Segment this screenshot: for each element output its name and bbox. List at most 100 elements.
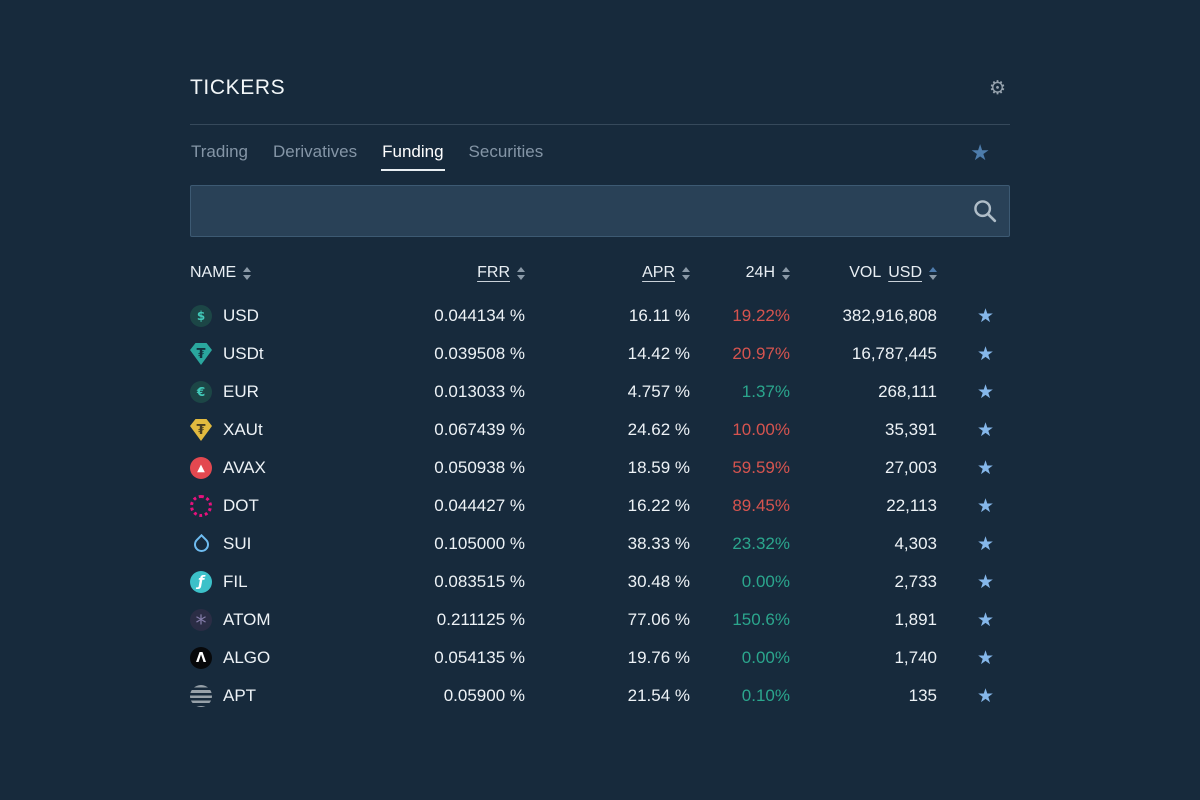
table-row[interactable]: Λ ALGO 0.054135 % 19.76 % 0.00% 1,740 ★ (190, 639, 1010, 677)
dot-coin-icon (190, 495, 212, 517)
usdt-coin-icon: ₮ (190, 343, 212, 365)
table-row[interactable]: ₮ XAUt 0.067439 % 24.62 % 10.00% 35,391 ★ (190, 411, 1010, 449)
currency-cell: Λ ALGO (190, 647, 345, 669)
apr-value: 18.59 % (627, 458, 690, 477)
apr-value: 38.33 % (627, 534, 690, 553)
currency-cell: ▲ AVAX (190, 457, 345, 479)
favorite-star-icon[interactable]: ★ (976, 570, 994, 593)
currency-cell: SUI (190, 533, 345, 555)
currency-label: USD (223, 306, 259, 325)
sort-arrows-icon (682, 266, 690, 280)
search-input[interactable] (190, 185, 1010, 237)
column-label: 24H (745, 264, 775, 281)
frr-value: 0.083515 % (434, 572, 525, 591)
column-label: NAME (190, 264, 237, 281)
change-24h-value: 19.22% (732, 306, 790, 325)
change-24h-value: 10.00% (732, 420, 790, 439)
frr-value: 0.013033 % (434, 382, 525, 401)
currency-cell: ₮ XAUt (190, 419, 345, 441)
favorite-star-icon[interactable]: ★ (976, 684, 994, 707)
currency-label: XAUt (223, 420, 263, 439)
currency-label: FIL (223, 572, 248, 591)
tab-funding[interactable]: Funding (381, 140, 445, 171)
favorite-star-icon[interactable]: ★ (976, 494, 994, 517)
table-row[interactable]: ₮ USDt 0.039508 % 14.42 % 20.97% 16,787,445 ★ (190, 335, 1010, 373)
favorite-star-icon[interactable]: ★ (976, 532, 994, 555)
tab-securities[interactable]: Securities (468, 142, 544, 161)
avax-coin-icon: ▲ (190, 457, 212, 479)
tickers-panel: TICKERS ⚙ Trading Derivatives Funding Se… (190, 0, 1010, 715)
search-magnifier-icon[interactable] (971, 197, 999, 230)
apt-coin-icon (190, 685, 212, 707)
currency-cell: APT (190, 685, 345, 707)
column-header-apr[interactable]: APR (642, 264, 690, 282)
eur-coin-icon: € (190, 381, 212, 403)
column-header-frr[interactable]: FRR (477, 264, 525, 282)
volume-usd-value: 268,111 (878, 382, 937, 401)
sort-arrows-icon (782, 266, 790, 280)
volume-usd-value: 22,113 (886, 496, 937, 515)
change-24h-value: 0.00% (741, 648, 790, 667)
table-body: $ USD 0.044134 % 16.11 % 19.22% 382,916,808 ★ ₮… (190, 297, 1010, 715)
currency-cell: € EUR (190, 381, 345, 403)
apr-value: 21.54 % (627, 686, 690, 705)
fil-coin-icon: ƒ (190, 571, 212, 593)
currency-cell: ₮ USDt (190, 343, 345, 365)
frr-value: 0.05900 % (443, 686, 525, 705)
table-row[interactable]: € EUR 0.013033 % 4.757 % 1.37% 268,111 ★ (190, 373, 1010, 411)
table-row[interactable]: * ATOM 0.211125 % 77.06 % 150.6% 1,891 ★ (190, 601, 1010, 639)
search-bar (190, 185, 1010, 237)
apr-value: 77.06 % (627, 610, 690, 629)
currency-label: APT (223, 686, 257, 705)
column-label-prefix: VOL (849, 264, 882, 281)
currency-label: SUI (223, 534, 252, 553)
favorite-star-icon[interactable]: ★ (976, 608, 994, 631)
tabs-bar: Trading Derivatives Funding Securities ★ (190, 140, 1010, 171)
table-row[interactable]: ▲ AVAX 0.050938 % 18.59 % 59.59% 27,003 ★ (190, 449, 1010, 487)
column-header-name[interactable]: NAME (190, 264, 345, 282)
column-header-vol-usd[interactable]: VOL USD (849, 264, 937, 282)
currency-label: DOT (223, 496, 259, 515)
table-row[interactable]: APT 0.05900 % 21.54 % 0.10% 135 ★ (190, 677, 1010, 715)
tab-trading[interactable]: Trading (191, 142, 249, 161)
favorite-star-icon[interactable]: ★ (976, 342, 994, 365)
change-24h-value: 0.10% (741, 686, 790, 705)
currency-label: ATOM (223, 610, 271, 629)
currency-cell: ƒ FIL (190, 571, 345, 593)
change-24h-value: 1.37% (741, 382, 790, 401)
currency-label: EUR (223, 382, 259, 401)
currency-label: ALGO (223, 648, 271, 667)
currency-cell: * ATOM (190, 609, 345, 631)
sort-arrows-icon (929, 266, 937, 280)
favorites-star-icon[interactable]: ★ (970, 141, 990, 166)
volume-usd-value: 16,787,445 (851, 344, 937, 363)
favorite-star-icon[interactable]: ★ (976, 646, 994, 669)
page-title: TICKERS (190, 76, 286, 99)
frr-value: 0.211125 % (436, 610, 525, 629)
table-row[interactable]: SUI 0.105000 % 38.33 % 23.32% 4,303 ★ (190, 525, 1010, 563)
favorite-star-icon[interactable]: ★ (976, 304, 994, 327)
apr-value: 14.42 % (627, 344, 690, 363)
column-label: FRR (477, 264, 510, 281)
favorite-star-icon[interactable]: ★ (976, 380, 994, 403)
table-row[interactable]: $ USD 0.044134 % 16.11 % 19.22% 382,916,808 ★ (190, 297, 1010, 335)
favorite-star-icon[interactable]: ★ (976, 418, 994, 441)
table-row[interactable]: DOT 0.044427 % 16.22 % 89.45% 22,113 ★ (190, 487, 1010, 525)
settings-gear-icon[interactable]: ⚙ (988, 76, 1006, 99)
frr-value: 0.105000 % (434, 534, 525, 553)
frr-value: 0.044427 % (434, 496, 525, 515)
volume-usd-value: 2,733 (894, 572, 937, 591)
apr-value: 16.11 % (628, 306, 690, 325)
frr-value: 0.039508 % (434, 344, 525, 363)
frr-value: 0.044134 % (434, 306, 525, 325)
header-divider (190, 124, 1010, 125)
favorite-star-icon[interactable]: ★ (976, 456, 994, 479)
frr-value: 0.067439 % (434, 420, 525, 439)
column-label: APR (642, 264, 675, 281)
volume-usd-value: 1,740 (894, 648, 937, 667)
change-24h-value: 59.59% (732, 458, 790, 477)
table-row[interactable]: ƒ FIL 0.083515 % 30.48 % 0.00% 2,733 ★ (190, 563, 1010, 601)
apr-value: 30.48 % (627, 572, 690, 591)
tab-derivatives[interactable]: Derivatives (273, 142, 358, 161)
column-header-24h[interactable]: 24H (746, 264, 790, 282)
